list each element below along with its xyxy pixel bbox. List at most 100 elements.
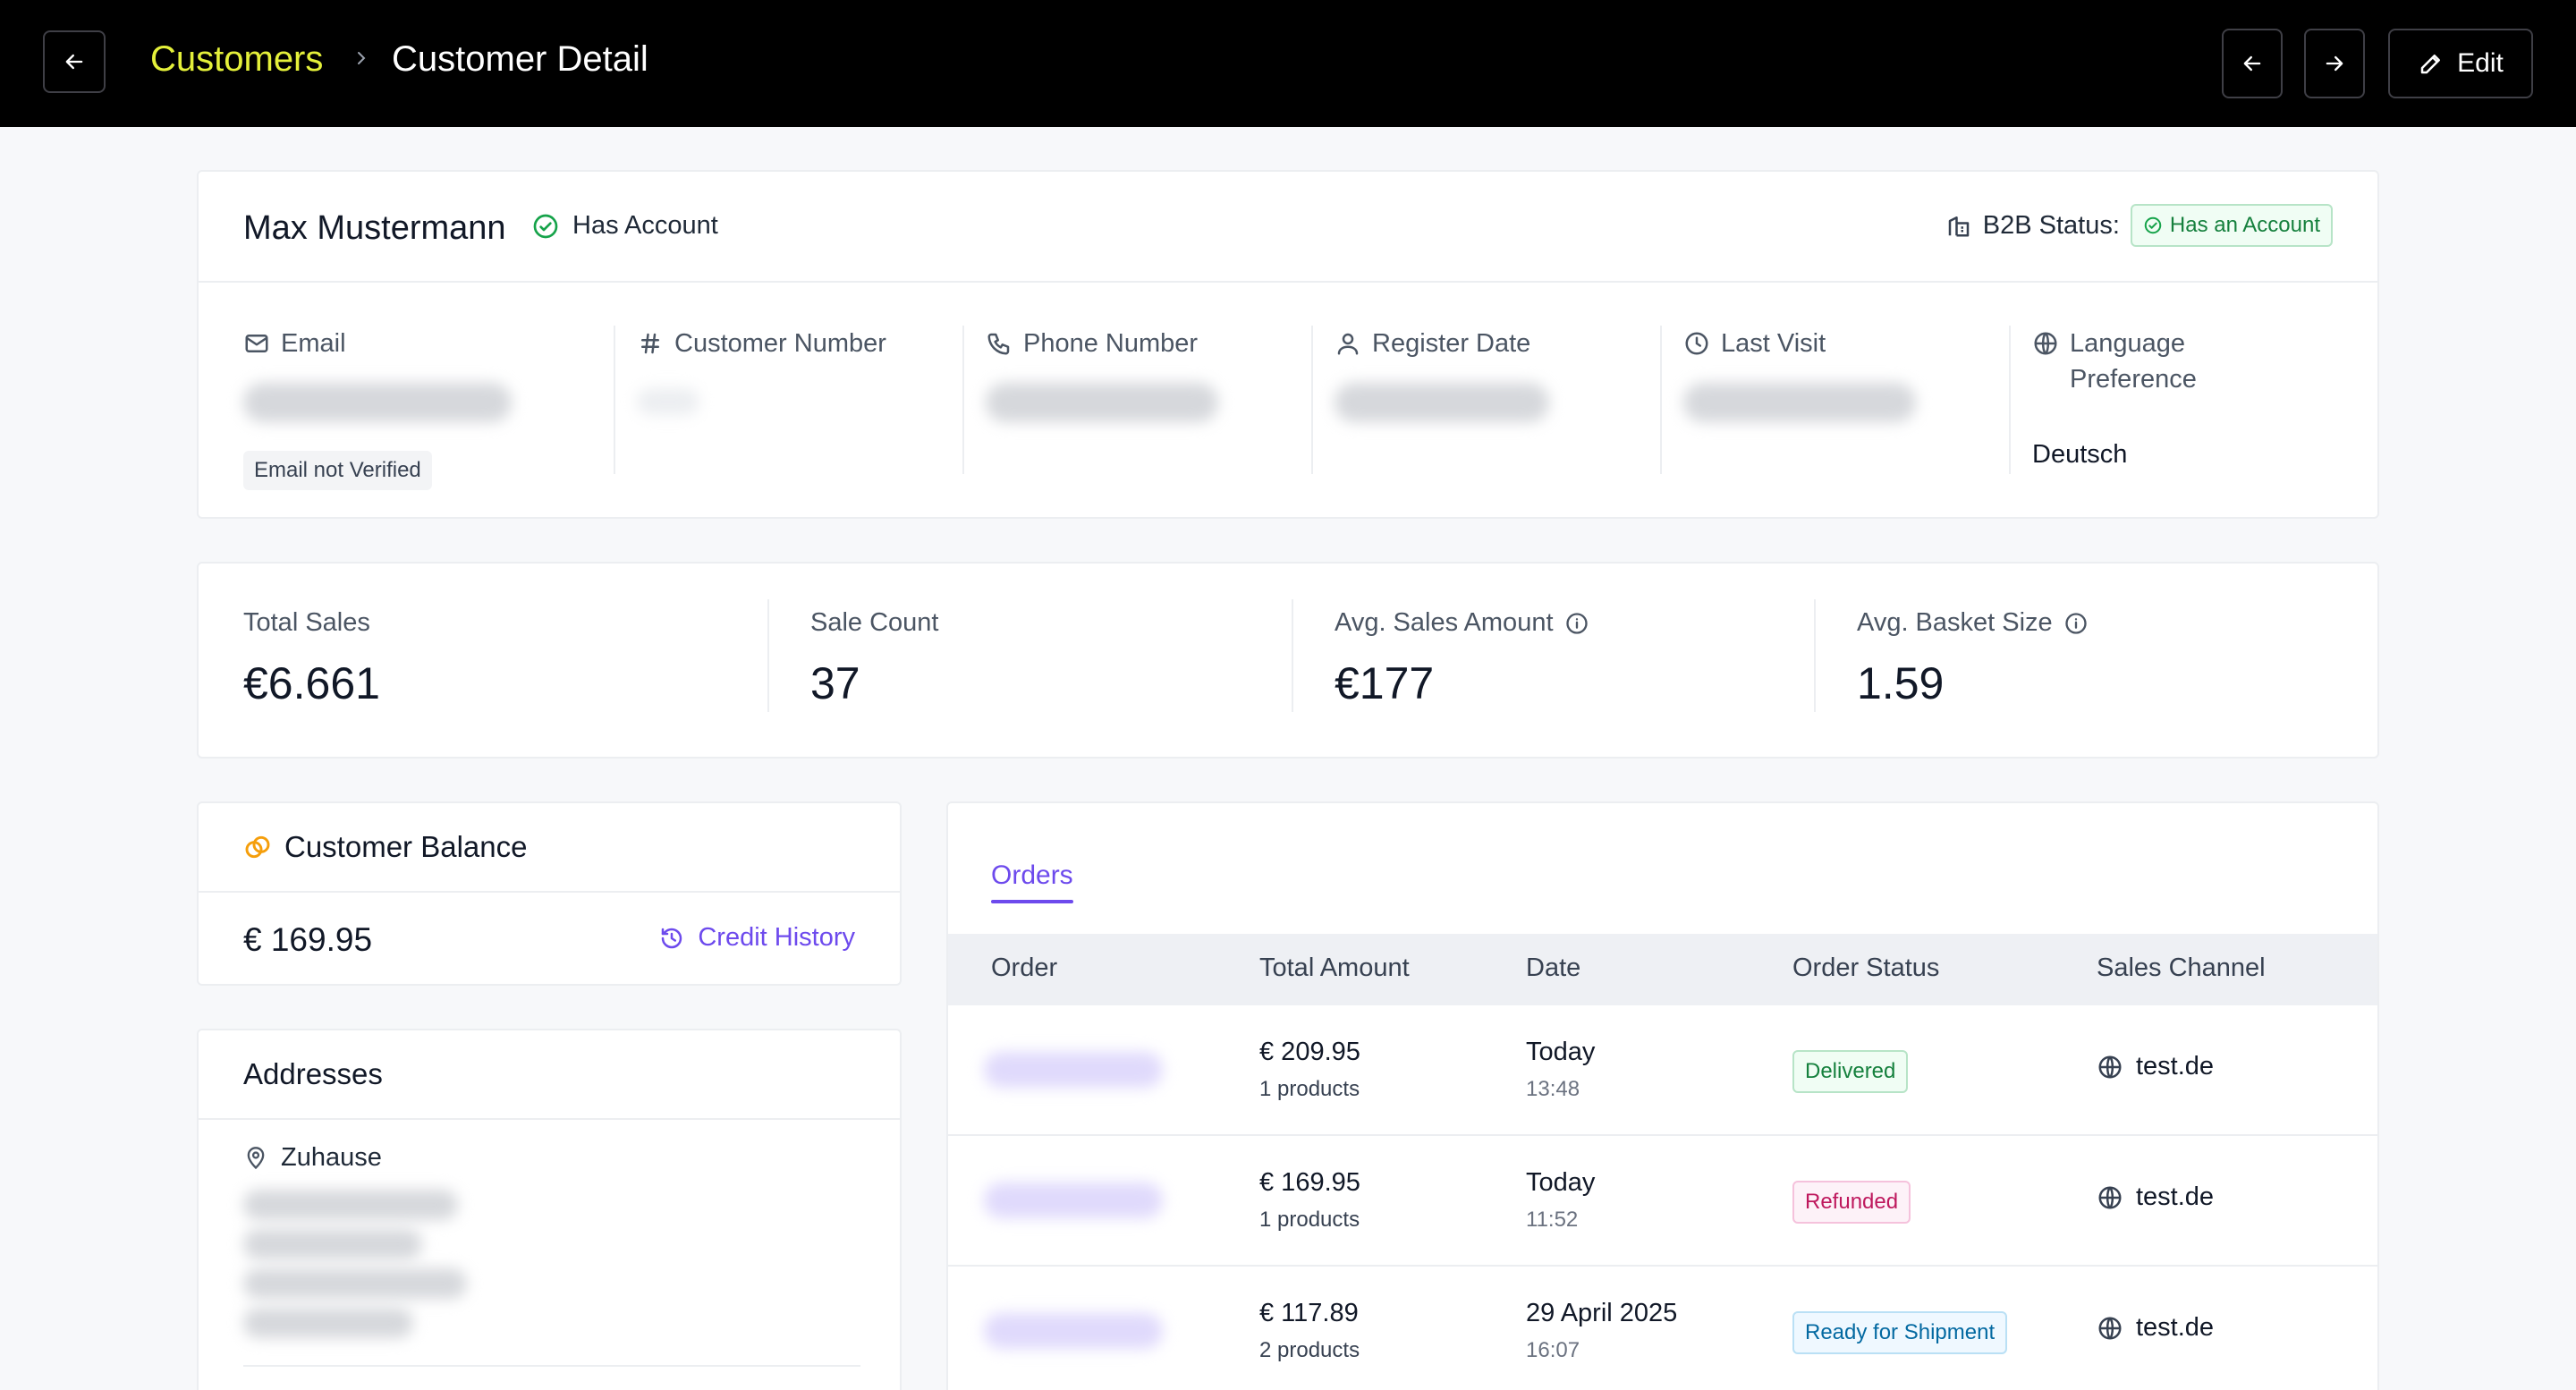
- info-icon[interactable]: [1564, 611, 1589, 636]
- last-visit-redacted: [1683, 383, 1916, 422]
- order-number-redacted[interactable]: [984, 1313, 1163, 1349]
- addresses-title: Addresses: [243, 1057, 383, 1090]
- status-badge: Ready for Shipment: [1792, 1311, 2008, 1354]
- divider: [962, 326, 964, 474]
- order-number-redacted[interactable]: [984, 1052, 1163, 1088]
- order-amount: € 209.95: [1259, 1038, 1360, 1066]
- chevron-right-icon: [358, 52, 366, 64]
- phone-icon: [987, 333, 1010, 355]
- sales-channel: test.de: [2097, 1182, 2214, 1212]
- table-row[interactable]: € 209.95 1 products Today 13:48 Delivere…: [948, 1005, 2377, 1136]
- sales-channel: test.de: [2097, 1313, 2214, 1343]
- clock-icon: [1685, 332, 1708, 355]
- previous-customer-button[interactable]: [2222, 29, 2283, 98]
- divider: [243, 1365, 860, 1367]
- column-header-order: Order: [991, 954, 1058, 982]
- tab-orders[interactable]: Orders: [991, 860, 1073, 890]
- arrow-left-icon: [2243, 55, 2261, 72]
- credit-history-link[interactable]: Credit History: [658, 923, 855, 953]
- arrow-right-icon: [2326, 55, 2343, 72]
- status-badge: Delivered: [1792, 1050, 1909, 1093]
- address-name: Zuhause: [243, 1143, 382, 1173]
- divider: [199, 281, 2377, 283]
- info-icon[interactable]: [2063, 611, 2089, 636]
- avg-basket-size-value: 1.59: [1857, 658, 1945, 708]
- order-products: 1 products: [1259, 1208, 1360, 1232]
- edit-button-label: Edit: [2457, 48, 2504, 78]
- check-circle-icon: [533, 214, 558, 238]
- sales-stats-card: Total Sales €6.661 Sale Count 37 Avg. Sa…: [197, 562, 2379, 759]
- order-products: 1 products: [1259, 1077, 1360, 1101]
- customer-balance-title: Customer Balance: [243, 830, 527, 864]
- sale-count-stat: Sale Count 37: [767, 599, 939, 712]
- breadcrumb-current: Customer Detail: [392, 39, 648, 79]
- top-bar: Customers Customer Detail Edit: [0, 0, 2576, 127]
- total-sales-stat: Total Sales €6.661: [243, 608, 380, 709]
- globe-icon: [2098, 1317, 2122, 1339]
- b2b-status: B2B Status: Has an Account: [1945, 204, 2333, 247]
- back-button[interactable]: [43, 30, 106, 93]
- divider: [199, 891, 900, 893]
- arrow-left-icon: [65, 54, 83, 70]
- customer-number-redacted: [637, 388, 699, 415]
- order-number-redacted[interactable]: [984, 1182, 1163, 1218]
- language-preference-field: Language Preference Deutsch: [2009, 326, 2301, 479]
- phone-value-redacted: [986, 383, 1218, 422]
- divider: [767, 599, 769, 712]
- address-line-redacted: [243, 1190, 458, 1220]
- language-preference-value: Deutsch: [2032, 440, 2128, 469]
- email-value-redacted: [243, 383, 512, 422]
- customer-number-field: Customer Number: [614, 326, 959, 479]
- pencil-icon: [2420, 55, 2441, 74]
- sale-count-label: Sale Count: [810, 608, 939, 637]
- order-products: 2 products: [1259, 1338, 1360, 1362]
- order-date: Today: [1526, 1168, 1596, 1197]
- register-date-redacted: [1335, 383, 1549, 422]
- table-row[interactable]: € 117.89 2 products 29 April 2025 16:07 …: [948, 1267, 2377, 1390]
- last-visit-label: Last Visit: [1683, 326, 2005, 361]
- email-label: Email: [243, 326, 565, 361]
- user-icon: [1337, 333, 1359, 355]
- avg-basket-size-stat: Avg. Basket Size 1.59: [1814, 599, 2089, 712]
- divider: [1311, 326, 1313, 474]
- table-row[interactable]: € 169.95 1 products Today 11:52 Refunded…: [948, 1136, 2377, 1267]
- column-header-sales-channel: Sales Channel: [2097, 954, 2266, 982]
- order-date: Today: [1526, 1038, 1596, 1066]
- order-time: 16:07: [1526, 1338, 1580, 1362]
- globe-icon: [2098, 1055, 2122, 1078]
- history-icon: [662, 928, 682, 948]
- phone-number-label: Phone Number: [986, 326, 1308, 361]
- next-customer-button[interactable]: [2304, 29, 2365, 98]
- order-date: 29 April 2025: [1526, 1299, 1678, 1327]
- edit-button[interactable]: Edit: [2388, 29, 2533, 98]
- customer-name: Max Mustermann: [243, 209, 506, 247]
- address-line-redacted: [243, 1268, 467, 1299]
- orders-table-header: Order Total Amount Date Order Status Sal…: [948, 934, 2377, 1005]
- breadcrumb-customers[interactable]: Customers: [150, 39, 324, 79]
- customer-number-label: Customer Number: [637, 326, 959, 361]
- sales-channel: test.de: [2097, 1052, 2214, 1081]
- divider: [1814, 599, 1816, 712]
- addresses-card: Addresses Zuhause: [197, 1029, 902, 1390]
- b2b-status-value: Has an Account: [2169, 213, 2320, 237]
- globe-icon: [2034, 332, 2057, 355]
- divider: [2009, 326, 2011, 474]
- avg-sales-amount-label: Avg. Sales Amount: [1335, 608, 1589, 638]
- column-header-total-amount: Total Amount: [1259, 954, 1410, 982]
- hash-icon: [641, 333, 659, 354]
- b2b-status-label: B2B Status:: [1982, 210, 2120, 240]
- coins-icon: [245, 835, 270, 859]
- avg-sales-amount-stat: Avg. Sales Amount €177: [1292, 599, 1589, 712]
- tab-underline: [991, 900, 1073, 903]
- building-icon: [1948, 216, 1969, 237]
- register-date-field: Register Date: [1311, 326, 1657, 479]
- column-header-date: Date: [1526, 954, 1581, 982]
- divider: [1660, 326, 1662, 474]
- globe-icon: [2098, 1186, 2122, 1208]
- account-status: Has Account: [531, 211, 718, 241]
- order-time: 13:48: [1526, 1077, 1580, 1101]
- avg-basket-size-label: Avg. Basket Size: [1857, 608, 2089, 638]
- language-preference-label: Language Preference: [2032, 326, 2301, 397]
- divider: [1292, 599, 1293, 712]
- total-sales-value: €6.661: [243, 658, 380, 708]
